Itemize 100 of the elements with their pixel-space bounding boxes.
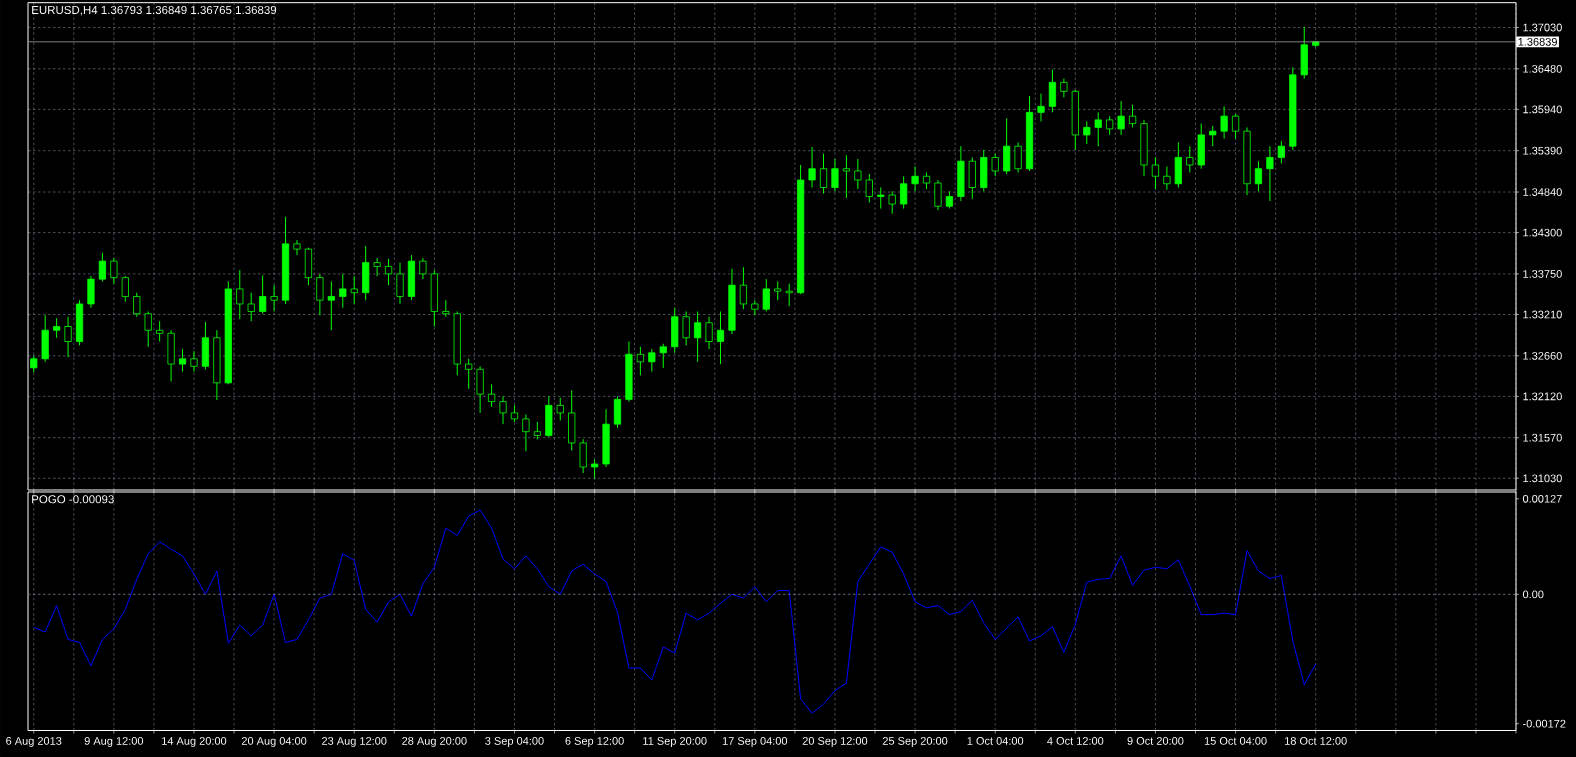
candlestick	[465, 358, 473, 390]
candlestick	[590, 458, 599, 479]
x-tick-label: 20 Sep 12:00	[802, 737, 868, 747]
candlestick	[819, 153, 828, 195]
candlestick	[842, 154, 851, 199]
candlestick	[1037, 93, 1045, 122]
candlestick	[1060, 78, 1068, 98]
candlestick	[270, 284, 278, 312]
x-tick-label: 18 Oct 12:00	[1285, 737, 1347, 745]
candlestick	[110, 257, 118, 285]
candlestick	[144, 310, 152, 348]
candlestick	[1266, 145, 1274, 202]
candlestick	[762, 278, 770, 312]
candlestick	[739, 266, 747, 310]
candlestick	[659, 343, 667, 369]
candlestick	[648, 348, 656, 373]
chart-title: POGO -0.00093	[32, 495, 114, 504]
candlestick	[911, 165, 919, 192]
candlestick	[499, 395, 507, 425]
x-tick-label: 17 Sep 04:00	[722, 737, 788, 747]
candlestick	[156, 320, 164, 343]
candlestick	[487, 383, 496, 408]
candlestick	[900, 175, 908, 210]
y-tick-label: 1.31030	[1523, 474, 1562, 483]
x-tick-label: 9 Aug 12:00	[84, 737, 144, 747]
y-tick-label: 1.37030	[1523, 23, 1562, 32]
x-tick-label: 23 Aug 12:00	[322, 737, 387, 747]
x-tick-label: 6 Sep 12:00	[565, 737, 624, 747]
candlestick	[1014, 141, 1022, 173]
candlestick	[259, 274, 267, 315]
y-tick-label: 1.32120	[1523, 392, 1562, 401]
candlestick	[1186, 145, 1194, 173]
x-tick-label: 4 Oct 12:00	[1047, 737, 1104, 745]
y-tick-label: 1.33750	[1523, 270, 1562, 278]
candlestick	[1117, 100, 1125, 136]
y-tick-label: 0.00	[1522, 590, 1544, 599]
x-tick-label: 15 Oct 04:00	[1204, 737, 1267, 745]
candlestick	[1231, 113, 1240, 140]
candlestick	[293, 239, 301, 256]
x-tick-label: 14 Aug 20:00	[162, 737, 227, 747]
candlestick	[1151, 156, 1160, 190]
candlestick	[316, 273, 324, 316]
candlestick	[384, 258, 393, 286]
candlestick	[705, 316, 713, 350]
candlestick	[694, 310, 702, 363]
candlestick	[98, 252, 107, 282]
ref-line-label: 1.36839	[1518, 37, 1557, 46]
candlestick	[178, 348, 187, 373]
candlestick	[64, 316, 72, 358]
candlestick	[716, 310, 725, 365]
candlestick	[808, 146, 816, 189]
candlestick	[247, 292, 255, 322]
candlestick	[785, 283, 793, 307]
y-tick-label: 1.31570	[1523, 433, 1562, 442]
candlestick	[831, 158, 839, 192]
candlestick	[1083, 120, 1091, 145]
candlestick	[121, 275, 129, 303]
candlestick	[888, 190, 896, 215]
candlestick	[934, 179, 942, 211]
x-tick-label: 20 Aug 04:00	[241, 737, 307, 747]
candlestick	[1277, 140, 1285, 164]
y-tick-label: 1.34840	[1523, 188, 1562, 196]
candlestick	[53, 317, 61, 339]
candlestick	[327, 280, 335, 331]
x-tick-label: 25 Sep 20:00	[882, 737, 948, 747]
x-tick-label: 11 Sep 20:00	[643, 737, 707, 747]
candlestick	[865, 173, 873, 204]
candlestick	[236, 269, 244, 320]
candlestick	[350, 275, 358, 305]
x-tick-label: 1 Oct 04:00	[967, 737, 1024, 745]
candlestick	[1163, 165, 1171, 191]
y-tick-label: -0.00172	[1523, 719, 1566, 728]
candlestick	[682, 310, 690, 346]
candlestick	[1106, 115, 1114, 136]
candlestick	[774, 280, 782, 301]
candlestick	[1220, 105, 1228, 140]
candlestick	[396, 262, 404, 305]
candlestick	[1128, 104, 1137, 128]
candlestick	[419, 257, 427, 280]
candlestick	[522, 413, 530, 452]
candlestick	[1094, 111, 1102, 147]
y-tick-label: 1.34300	[1523, 228, 1562, 237]
candlestick	[190, 350, 198, 373]
candlestick	[339, 273, 347, 309]
candlestick	[133, 292, 141, 318]
y-tick-label: 1.33210	[1523, 310, 1562, 319]
candlestick	[854, 158, 862, 190]
y-tick-label: 1.35390	[1523, 146, 1562, 155]
candlestick	[636, 346, 644, 376]
y-tick-label: 1.32660	[1523, 351, 1562, 360]
x-tick-label: 3 Sep 04:00	[485, 737, 544, 747]
candlestick	[991, 153, 999, 177]
candlestick	[877, 187, 885, 210]
candlestick	[1209, 125, 1217, 147]
y-tick-label: 1.35940	[1523, 105, 1562, 114]
y-tick-label: 1.36480	[1523, 64, 1562, 73]
candlestick	[1254, 160, 1263, 192]
candlestick	[373, 257, 381, 277]
chart-title: EURUSD,H4 1.36793 1.36849 1.36765 1.36839	[32, 5, 277, 16]
x-tick-label: 28 Aug 20:00	[402, 737, 467, 747]
